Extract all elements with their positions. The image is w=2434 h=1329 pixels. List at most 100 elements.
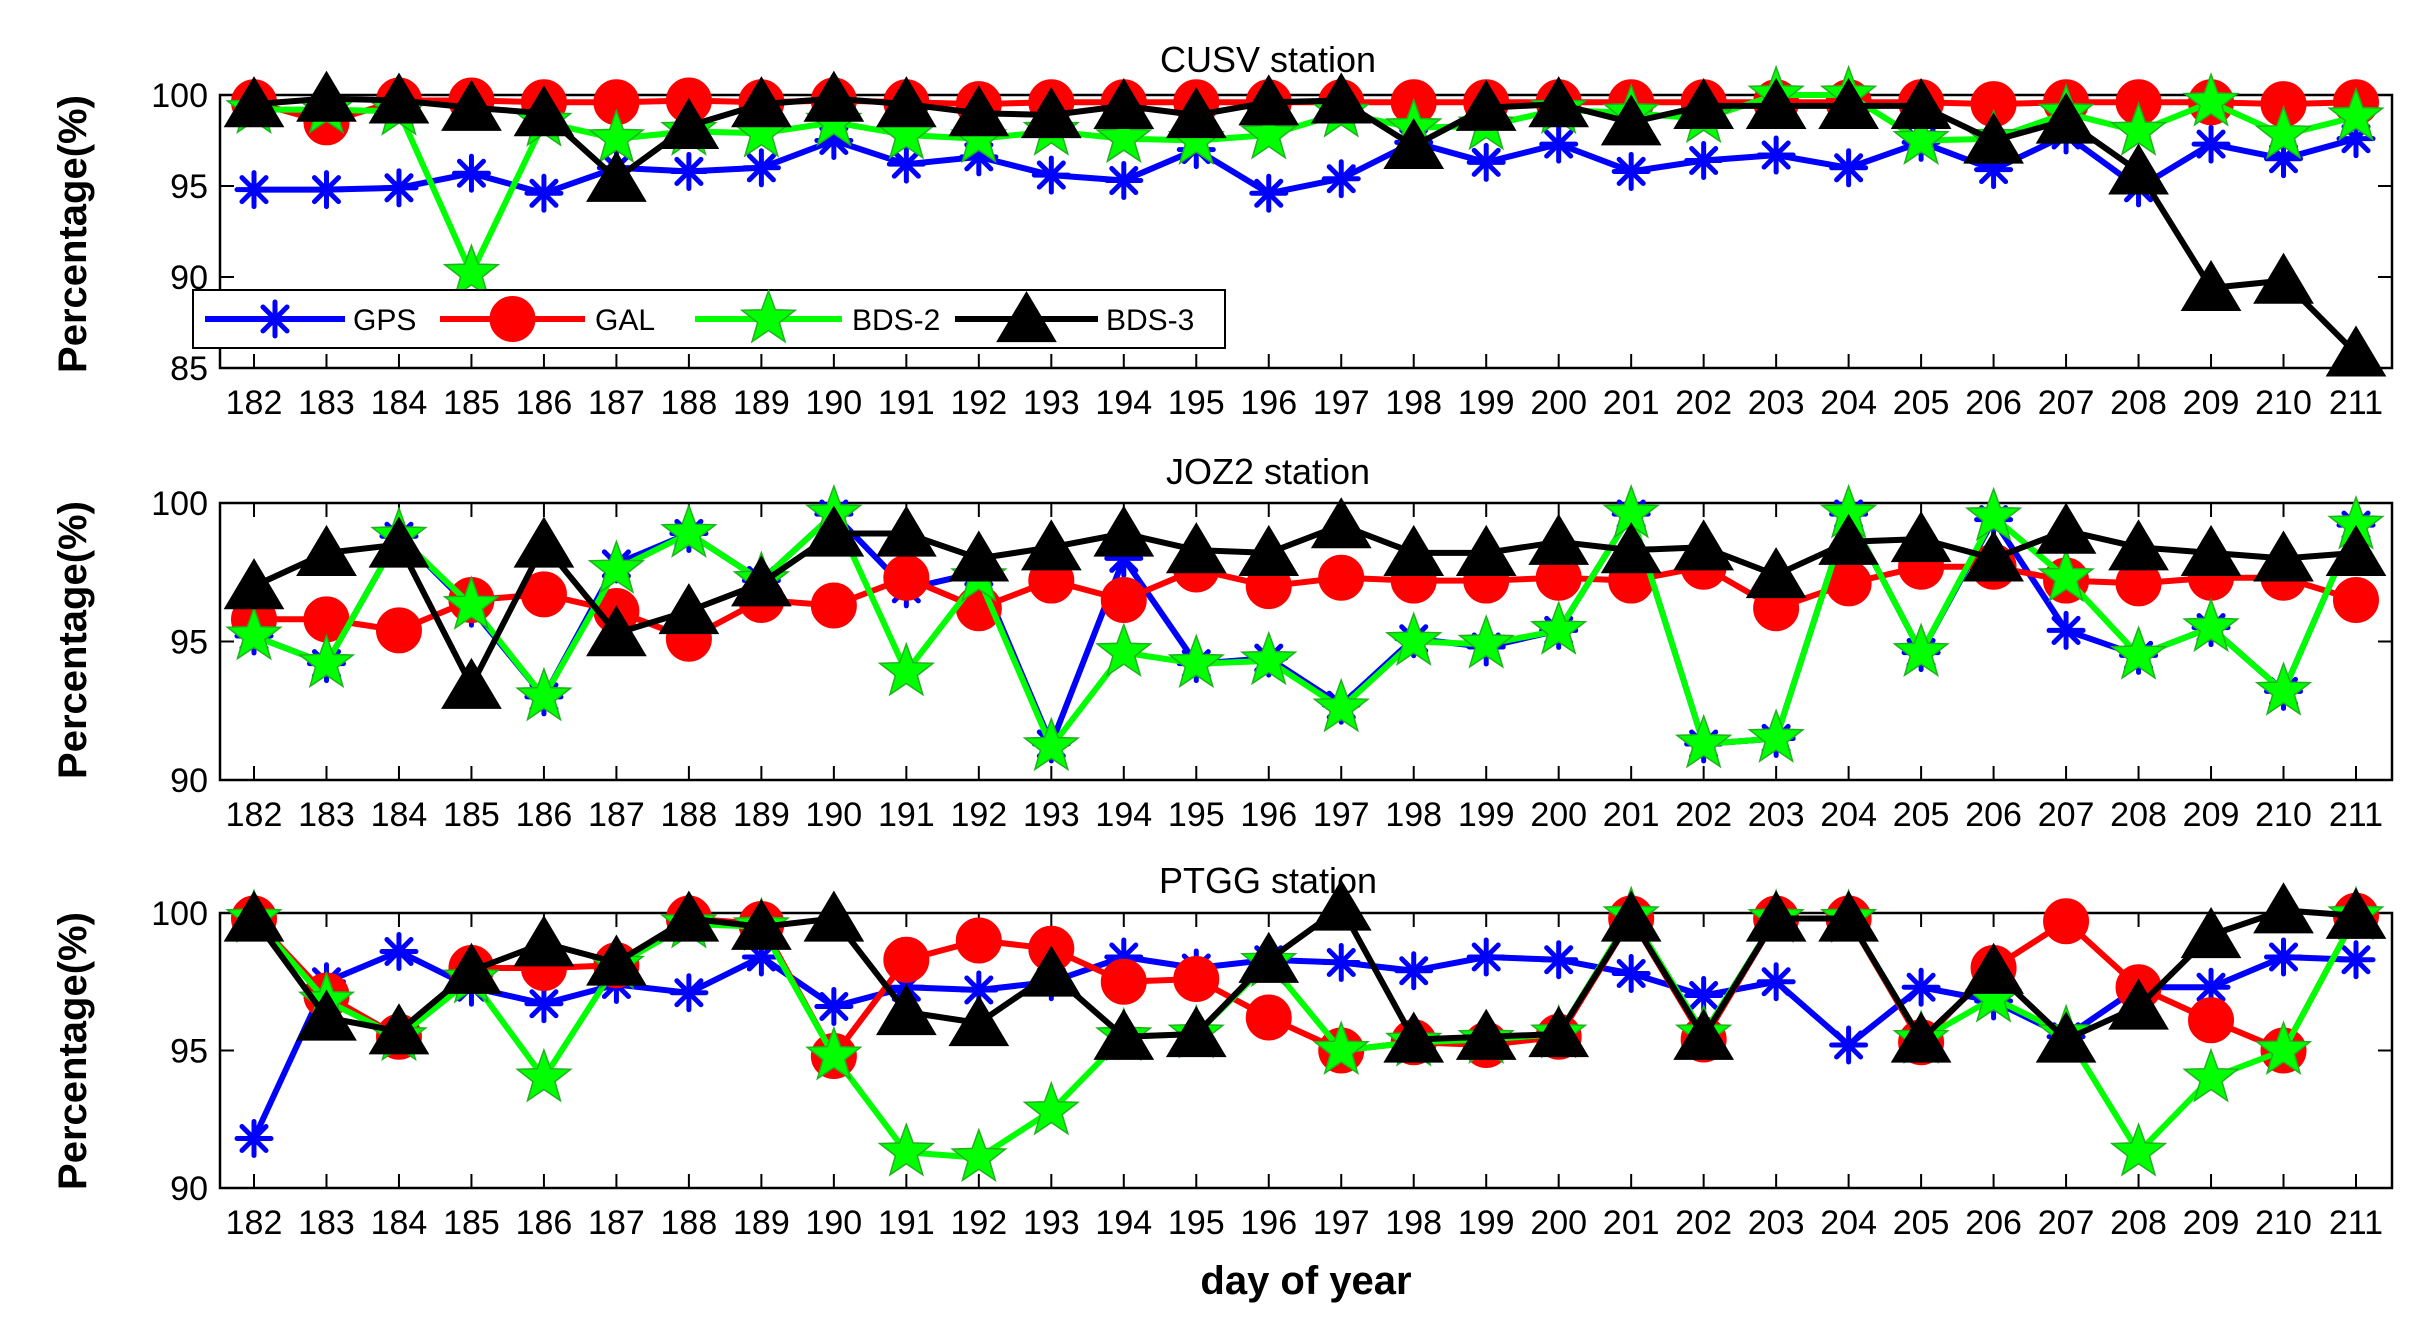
asterisk-stroke — [1834, 153, 1864, 183]
y-tick-label: 95 — [170, 624, 208, 662]
data-point — [2037, 547, 2095, 603]
asterisk-stroke — [674, 156, 704, 186]
data-point — [587, 539, 646, 594]
x-tick-label: 210 — [2255, 796, 2312, 834]
data-point — [883, 554, 930, 601]
y-tick-label: 90 — [170, 762, 208, 800]
data-point — [810, 582, 857, 629]
x-tick-label: 209 — [2183, 1204, 2240, 1242]
data-point — [805, 1025, 863, 1081]
data-point — [1165, 522, 1227, 574]
data-point — [2325, 325, 2387, 377]
x-tick-label: 190 — [805, 1204, 862, 1242]
data-point — [2182, 1047, 2240, 1103]
data-point — [1528, 513, 1590, 565]
x-tick-label: 199 — [1458, 796, 1515, 834]
asterisk-stroke — [239, 1123, 269, 1154]
data-point — [306, 170, 346, 210]
data-point — [741, 148, 781, 188]
x-tick-label: 202 — [1675, 384, 1732, 422]
x-tick-label: 183 — [298, 796, 355, 834]
data-point — [1239, 630, 1298, 686]
data-point — [1238, 74, 1300, 126]
data-point — [2035, 502, 2097, 554]
asterisk-stroke — [1689, 980, 1719, 1011]
data-point — [513, 516, 575, 568]
data-point — [1745, 547, 1807, 599]
x-tick-label: 186 — [516, 796, 573, 834]
x-tick-label: 202 — [1675, 796, 1732, 834]
x-tick-label: 187 — [588, 1204, 645, 1242]
y-tick-label: 95 — [170, 1033, 208, 1071]
asterisk-stroke — [891, 149, 921, 179]
data-point — [296, 70, 357, 122]
data-point — [1539, 940, 1579, 980]
x-tick-label: 207 — [2038, 796, 2095, 834]
x-tick-label: 185 — [443, 1204, 500, 1242]
x-tick-label: 185 — [443, 384, 500, 422]
data-point — [587, 108, 646, 164]
data-point — [1818, 77, 1879, 130]
data-point — [877, 641, 936, 697]
x-tick-label: 198 — [1385, 796, 1442, 834]
asterisk-stroke — [1109, 166, 1139, 196]
asterisk-stroke — [1761, 140, 1791, 170]
legend-label-bds2: BDS-2 — [852, 304, 940, 337]
x-tick-label: 189 — [733, 1204, 790, 1242]
x-tick-label: 191 — [878, 384, 935, 422]
data-point — [296, 524, 357, 576]
asterisk-stroke — [2268, 942, 2299, 972]
x-tick-label: 191 — [878, 796, 935, 834]
data-point — [2325, 524, 2387, 576]
data-point — [375, 607, 422, 654]
x-tick-label: 193 — [1023, 1204, 1080, 1242]
x-tick-label: 183 — [298, 1204, 355, 1242]
data-point — [234, 170, 274, 210]
x-tick-label: 186 — [516, 384, 573, 422]
data-point — [368, 516, 430, 568]
x-tick-label: 204 — [1820, 1204, 1877, 1242]
data-point — [520, 571, 567, 618]
x-tick-label: 196 — [1240, 384, 1297, 422]
data-point — [1684, 141, 1724, 181]
data-point — [1310, 72, 1372, 124]
data-point — [1684, 976, 1724, 1015]
x-tick-label: 183 — [298, 384, 355, 422]
data-point — [948, 530, 1010, 582]
x-tick-label: 186 — [516, 1204, 573, 1242]
data-point — [223, 76, 285, 128]
data-point — [1829, 148, 1869, 188]
x-tick-label: 189 — [733, 384, 790, 422]
data-point — [731, 76, 792, 128]
asterisk-stroke — [746, 153, 776, 183]
data-point — [886, 144, 926, 184]
data-point — [2046, 610, 2086, 650]
data-point — [1673, 77, 1735, 130]
x-tick-label: 207 — [2038, 384, 2095, 422]
data-point — [1901, 967, 1941, 1007]
asterisk-stroke — [1906, 972, 1936, 1002]
data-point — [883, 936, 930, 983]
x-tick-label: 203 — [1748, 796, 1805, 834]
data-point — [2109, 101, 2168, 156]
data-point — [1818, 890, 1879, 942]
y-tick-label: 95 — [170, 168, 208, 206]
asterisk-stroke — [456, 158, 486, 188]
data-point — [1383, 1011, 1445, 1063]
data-point — [669, 151, 709, 191]
data-point — [1964, 486, 2023, 542]
x-tick-label: 184 — [371, 1204, 428, 1242]
x-tick-label: 205 — [1893, 1204, 1950, 1242]
asterisk-stroke — [1616, 156, 1646, 186]
data-point — [2191, 124, 2231, 164]
x-tick-label: 200 — [1530, 384, 1587, 422]
legend-marker — [489, 296, 536, 342]
data-point — [441, 657, 502, 709]
data-point — [1321, 159, 1361, 199]
x-tick-label: 196 — [1240, 796, 1297, 834]
data-point — [1238, 524, 1300, 576]
data-point — [2264, 937, 2304, 977]
x-tick-label: 209 — [2183, 384, 2240, 422]
